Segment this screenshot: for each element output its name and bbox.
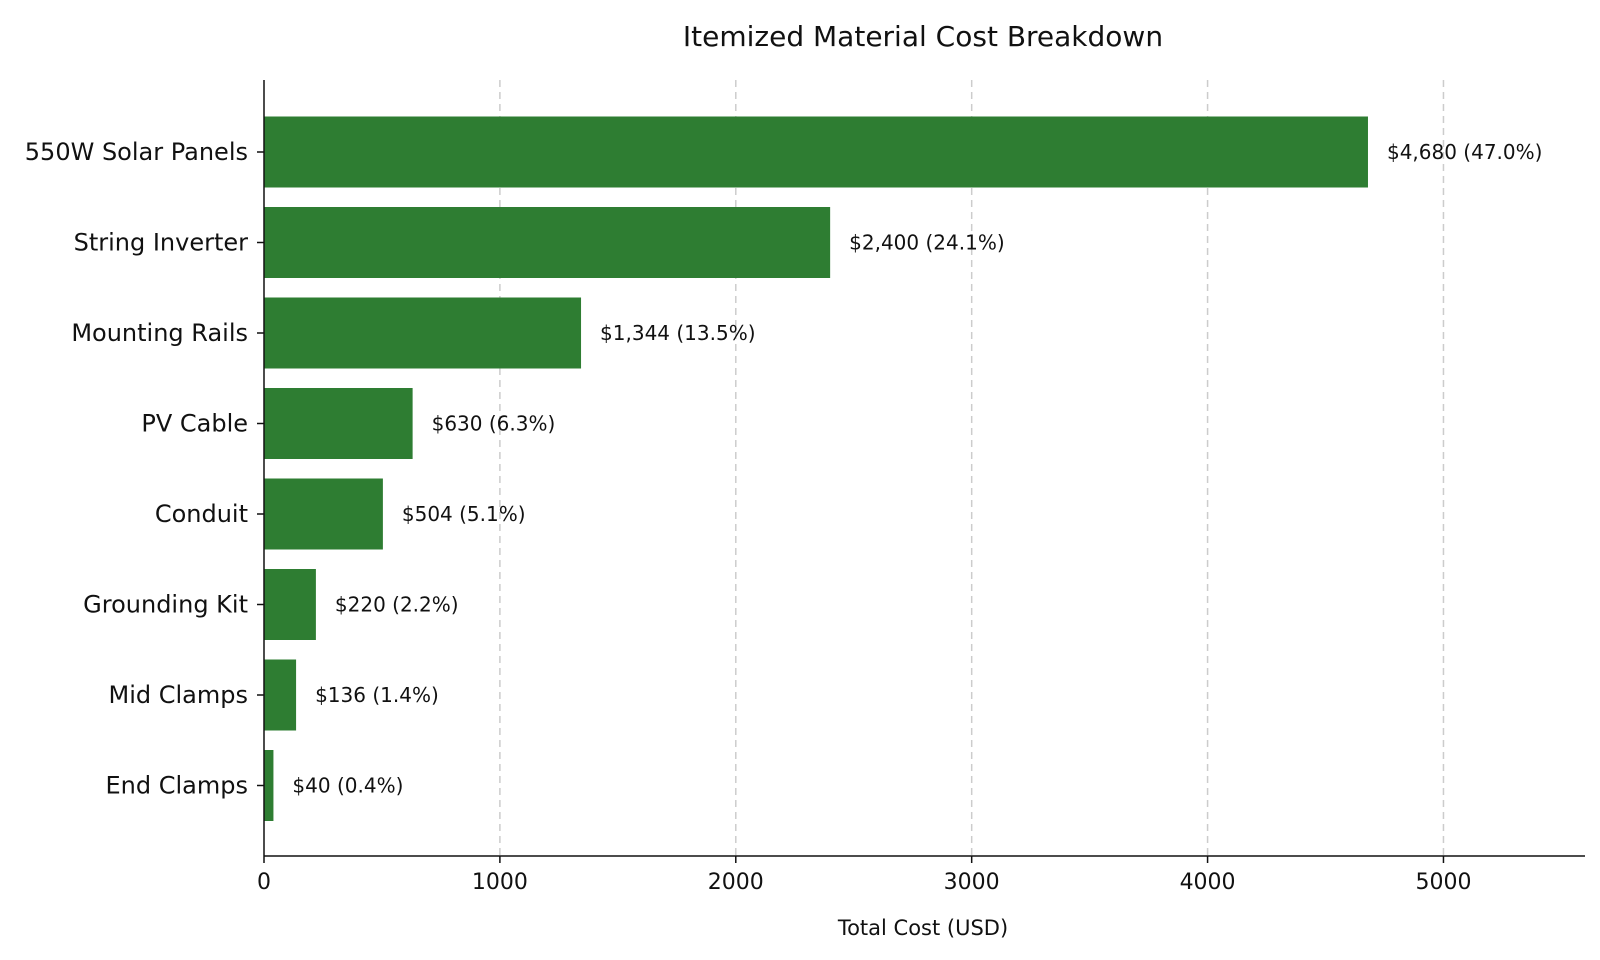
bar[interactable] [264,478,383,550]
data-label: $220 (2.2%) [335,593,459,617]
x-tick-label: 5000 [1415,870,1471,895]
bar[interactable] [264,116,1368,188]
axis-layer [257,80,1585,863]
y-tick-label: End Clamps [106,772,249,800]
bar[interactable] [264,207,831,278]
data-label: $4,680 (47.0%) [1387,140,1542,164]
bar[interactable] [264,659,297,731]
bar[interactable] [264,569,316,640]
bar[interactable] [264,297,582,369]
data-label: $630 (6.3%) [432,412,556,436]
data-label: $504 (5.1%) [402,502,526,526]
data-label: $1,344 (13.5%) [600,321,755,345]
y-tick-label: Grounding Kit [83,591,248,619]
data-label: $2,400 (24.1%) [849,231,1004,255]
y-tick-label: Mounting Rails [71,319,248,347]
x-tick-label: 1000 [472,870,528,895]
bar[interactable] [264,750,274,821]
y-tick-label: 550W Solar Panels [25,138,248,166]
x-axis-title: Total Cost (USD) [837,916,1008,940]
x-tick-label: 3000 [944,870,1000,895]
bar-layer [264,116,1368,821]
y-tick-label: Conduit [155,500,248,528]
y-tick-label: String Inverter [74,229,249,257]
label-layer: 550W Solar Panels $4,680 (47.0%) String In… [25,138,1543,895]
y-tick-label: PV Cable [141,410,248,438]
chart-title: Itemized Material Cost Breakdown [683,20,1163,53]
x-tick-label: 0 [257,870,271,895]
y-tick-label: Mid Clamps [109,681,249,709]
x-tick-label: 4000 [1180,870,1236,895]
data-label: $136 (1.4%) [315,683,439,707]
data-label: $40 (0.4%) [292,774,403,798]
grid-layer [499,80,1445,856]
x-tick-label: 2000 [708,870,764,895]
bar[interactable] [264,388,413,459]
